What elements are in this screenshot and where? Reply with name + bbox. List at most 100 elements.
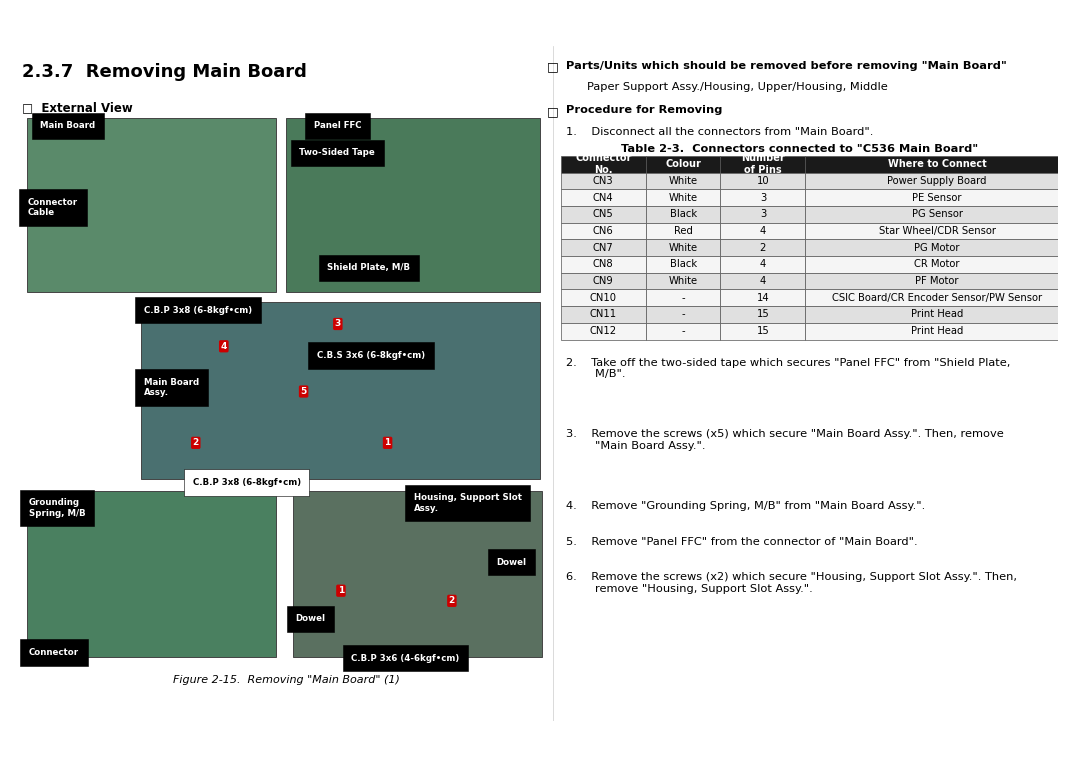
Text: 3: 3 xyxy=(335,320,341,329)
Bar xyxy=(806,240,1069,256)
Bar xyxy=(561,172,646,189)
Text: C.B.S 3x6 (6-8kgf•cm): C.B.S 3x6 (6-8kgf•cm) xyxy=(318,351,426,360)
Text: Revision A: Revision A xyxy=(994,14,1067,27)
Text: Print Head: Print Head xyxy=(910,310,963,320)
Bar xyxy=(720,289,806,306)
Text: 4: 4 xyxy=(760,276,766,286)
Bar xyxy=(140,302,540,479)
Text: 14: 14 xyxy=(757,293,769,303)
Text: □: □ xyxy=(548,60,559,74)
Text: Connector
Cable: Connector Cable xyxy=(28,198,78,217)
Bar xyxy=(720,156,806,172)
Bar xyxy=(806,256,1069,272)
Text: Red: Red xyxy=(674,226,692,236)
Text: Main Board
Assy.: Main Board Assy. xyxy=(144,378,199,398)
Text: 5.    Remove "Panel FFC" from the connector of "Main Board".: 5. Remove "Panel FFC" from the connector… xyxy=(566,536,918,547)
Text: Parts/Units which should be removed before removing "Main Board": Parts/Units which should be removed befo… xyxy=(566,60,1007,71)
Text: -: - xyxy=(681,326,685,336)
Bar xyxy=(720,240,806,256)
Text: 4: 4 xyxy=(760,226,766,236)
Text: 4: 4 xyxy=(760,259,766,269)
Text: CN4: CN4 xyxy=(593,192,613,203)
Text: 3: 3 xyxy=(760,192,766,203)
Bar xyxy=(561,323,646,340)
Text: 3.    Remove the screws (x5) which secure "Main Board Assy.". Then, remove
     : 3. Remove the screws (x5) which secure "… xyxy=(566,430,1003,451)
Bar xyxy=(806,223,1069,240)
Text: Connector
No.: Connector No. xyxy=(575,153,632,175)
Bar xyxy=(294,491,542,657)
Text: 15: 15 xyxy=(756,310,769,320)
Text: 10: 10 xyxy=(757,176,769,186)
Text: CN7: CN7 xyxy=(593,243,613,253)
Bar xyxy=(561,240,646,256)
Text: 2: 2 xyxy=(192,438,199,447)
Text: -: - xyxy=(681,293,685,303)
Text: CN10: CN10 xyxy=(590,293,617,303)
Bar xyxy=(646,240,720,256)
Text: 6.    Remove the screws (x2) which secure "Housing, Support Slot Assy.". Then,
 : 6. Remove the screws (x2) which secure "… xyxy=(566,572,1017,594)
Text: Power Supply Board: Power Supply Board xyxy=(888,176,987,186)
Text: 1: 1 xyxy=(338,586,345,595)
Bar xyxy=(720,223,806,240)
Text: 2.    Take off the two-sided tape which secures "Panel FFC" from "Shield Plate,
: 2. Take off the two-sided tape which sec… xyxy=(566,358,1010,379)
Text: PG Motor: PG Motor xyxy=(915,243,960,253)
Bar xyxy=(646,323,720,340)
Text: 3: 3 xyxy=(760,209,766,219)
Text: DISASSEMBLY AND ASSEMBLY: DISASSEMBLY AND ASSEMBLY xyxy=(13,737,237,751)
Text: Black: Black xyxy=(670,259,697,269)
Text: Star Wheel/CDR Sensor: Star Wheel/CDR Sensor xyxy=(879,226,996,236)
Text: PE Sensor: PE Sensor xyxy=(913,192,962,203)
Bar xyxy=(646,156,720,172)
Bar xyxy=(561,156,646,172)
Bar xyxy=(27,118,275,292)
Text: C.B.P 3x8 (6-8kgf•cm): C.B.P 3x8 (6-8kgf•cm) xyxy=(144,306,252,315)
Text: CSIC Board/CR Encoder Sensor/PW Sensor: CSIC Board/CR Encoder Sensor/PW Sensor xyxy=(832,293,1042,303)
Bar xyxy=(27,491,275,657)
Bar xyxy=(561,306,646,323)
Text: PF Motor: PF Motor xyxy=(916,276,959,286)
Text: Procedure for Removing: Procedure for Removing xyxy=(566,105,723,115)
Bar xyxy=(561,189,646,206)
Bar xyxy=(720,189,806,206)
Bar xyxy=(806,272,1069,289)
Bar xyxy=(806,323,1069,340)
Text: Stylus Photo R300/R310: Stylus Photo R300/R310 xyxy=(13,14,184,27)
Text: 15: 15 xyxy=(756,326,769,336)
Bar xyxy=(646,256,720,272)
Bar xyxy=(806,189,1069,206)
Text: Two-Sided Tape: Two-Sided Tape xyxy=(299,149,375,157)
Text: Number
of Pins: Number of Pins xyxy=(741,153,785,175)
Text: CN12: CN12 xyxy=(590,326,617,336)
Text: Housing, Support Slot
Assy.: Housing, Support Slot Assy. xyxy=(414,494,522,513)
Bar xyxy=(806,289,1069,306)
Text: Black: Black xyxy=(670,209,697,219)
Text: White: White xyxy=(669,243,698,253)
Text: CN11: CN11 xyxy=(590,310,617,320)
Bar xyxy=(646,272,720,289)
Text: C.B.P 3x6 (4-6kgf•cm): C.B.P 3x6 (4-6kgf•cm) xyxy=(351,653,460,662)
Text: Main Board: Main Board xyxy=(40,121,95,130)
Text: Connector: Connector xyxy=(29,648,79,657)
Bar xyxy=(646,306,720,323)
Bar xyxy=(720,306,806,323)
Text: Print Head: Print Head xyxy=(910,326,963,336)
Text: Shield Plate, M/B: Shield Plate, M/B xyxy=(327,263,410,272)
Bar xyxy=(646,206,720,223)
Text: Where to Connect: Where to Connect xyxy=(888,159,986,169)
Bar xyxy=(561,223,646,240)
Text: 46: 46 xyxy=(1050,737,1067,751)
Bar xyxy=(720,172,806,189)
Text: Paper Support Assy./Housing, Upper/Housing, Middle: Paper Support Assy./Housing, Upper/Housi… xyxy=(586,82,888,92)
Text: Table 2-3.  Connectors connected to "C536 Main Board": Table 2-3. Connectors connected to "C536… xyxy=(621,144,977,154)
Bar xyxy=(806,172,1069,189)
Text: PG Sensor: PG Sensor xyxy=(912,209,962,219)
Bar xyxy=(561,272,646,289)
Bar xyxy=(806,156,1069,172)
Bar xyxy=(646,289,720,306)
Text: 4: 4 xyxy=(220,342,227,351)
Bar xyxy=(806,206,1069,223)
Text: CR Motor: CR Motor xyxy=(915,259,960,269)
Bar xyxy=(646,223,720,240)
Text: CN6: CN6 xyxy=(593,226,613,236)
Bar xyxy=(806,306,1069,323)
